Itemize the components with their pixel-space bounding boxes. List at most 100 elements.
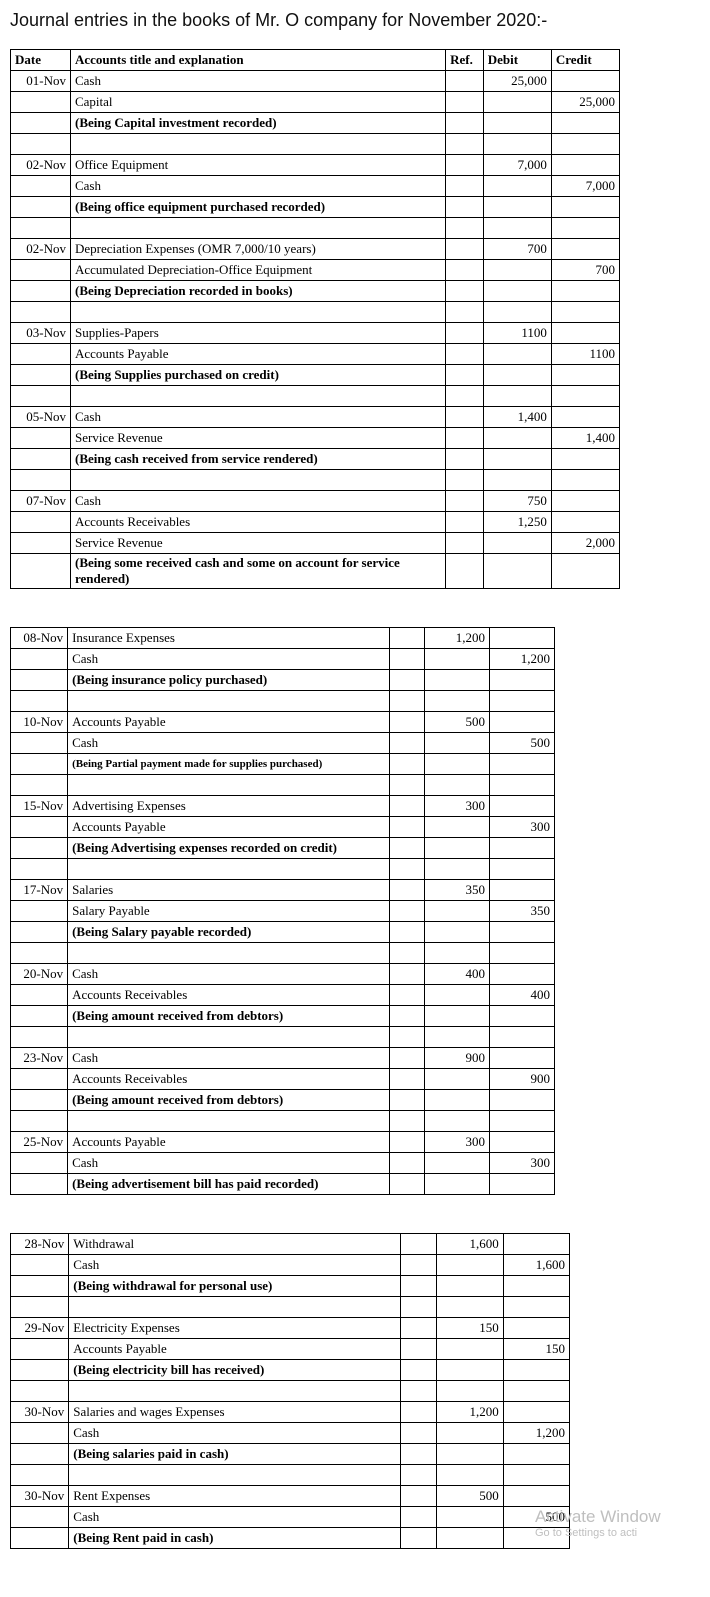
- cell-debit: [424, 649, 489, 670]
- cell-date: [11, 733, 68, 754]
- cell-debit: 700: [483, 239, 551, 260]
- cell-ref: [401, 1255, 437, 1276]
- cell-credit: 350: [489, 901, 554, 922]
- table-header-row: DateAccounts title and explanationRef.De…: [11, 50, 620, 71]
- cell-explanation: [70, 218, 445, 239]
- cell-credit: [489, 712, 554, 733]
- cell-debit: [483, 386, 551, 407]
- cell-date: [11, 218, 71, 239]
- cell-ref: [446, 554, 484, 589]
- cell-debit: [483, 554, 551, 589]
- cell-credit: [551, 113, 619, 134]
- cell-date: [11, 449, 71, 470]
- cell-credit: [503, 1444, 569, 1465]
- cell-explanation: (Being Advertising expenses recorded on …: [68, 838, 390, 859]
- cell-debit: [483, 134, 551, 155]
- cell-debit: [437, 1381, 503, 1402]
- cell-date: [11, 386, 71, 407]
- cell-ref: [446, 218, 484, 239]
- cell-date: [11, 670, 68, 691]
- cell-debit: [424, 1069, 489, 1090]
- cell-date: 02-Nov: [11, 155, 71, 176]
- cell-debit: [424, 691, 489, 712]
- cell-date: [11, 691, 68, 712]
- table-row: (Being Capital investment recorded): [11, 113, 620, 134]
- table-row: 15-NovAdvertising Expenses300: [11, 796, 555, 817]
- cell-credit: [489, 922, 554, 943]
- cell-explanation: Cash: [69, 1507, 401, 1528]
- cell-credit: 1,600: [503, 1255, 569, 1276]
- cell-credit: [489, 775, 554, 796]
- table-row: Salary Payable350: [11, 901, 555, 922]
- cell-credit: [503, 1528, 569, 1549]
- cell-date: [11, 817, 68, 838]
- cell-credit: [489, 628, 554, 649]
- cell-explanation: Electricity Expenses: [69, 1318, 401, 1339]
- cell-ref: [389, 691, 424, 712]
- cell-credit: [489, 1111, 554, 1132]
- table-row: 25-NovAccounts Payable300: [11, 1132, 555, 1153]
- cell-debit: [483, 218, 551, 239]
- cell-date: [11, 260, 71, 281]
- cell-credit: 900: [489, 1069, 554, 1090]
- cell-ref: [401, 1507, 437, 1528]
- cell-ref: [446, 113, 484, 134]
- cell-date: 25-Nov: [11, 1132, 68, 1153]
- cell-credit: 7,000: [551, 176, 619, 197]
- cell-credit: 300: [489, 817, 554, 838]
- cell-debit: 7,000: [483, 155, 551, 176]
- table-row: [11, 470, 620, 491]
- table-row: (Being Supplies purchased on credit): [11, 365, 620, 386]
- cell-credit: [551, 365, 619, 386]
- cell-debit: [424, 1090, 489, 1111]
- cell-debit: [437, 1423, 503, 1444]
- cell-ref: [389, 922, 424, 943]
- cell-explanation: Service Revenue: [70, 428, 445, 449]
- cell-ref: [401, 1423, 437, 1444]
- cell-debit: 1100: [483, 323, 551, 344]
- cell-ref: [389, 754, 424, 775]
- cell-explanation: Rent Expenses: [69, 1486, 401, 1507]
- cell-explanation: (Being some received cash and some on ac…: [70, 554, 445, 589]
- table-row: 07-NovCash750: [11, 491, 620, 512]
- cell-ref: [389, 1132, 424, 1153]
- cell-date: [11, 1444, 69, 1465]
- cell-ref: [446, 134, 484, 155]
- cell-date: 30-Nov: [11, 1486, 69, 1507]
- cell-date: 08-Nov: [11, 628, 68, 649]
- cell-credit: 500: [489, 733, 554, 754]
- table-row: (Being Depreciation recorded in books): [11, 281, 620, 302]
- cell-debit: [424, 922, 489, 943]
- cell-ref: [389, 1111, 424, 1132]
- cell-date: 02-Nov: [11, 239, 71, 260]
- table-row: 17-NovSalaries350: [11, 880, 555, 901]
- cell-debit: [483, 176, 551, 197]
- table-row: Accounts Payable300: [11, 817, 555, 838]
- cell-ref: [389, 985, 424, 1006]
- table-row: 05-NovCash1,400: [11, 407, 620, 428]
- cell-explanation: Supplies-Papers: [70, 323, 445, 344]
- cell-explanation: Insurance Expenses: [68, 628, 390, 649]
- cell-explanation: [70, 470, 445, 491]
- cell-ref: [389, 1090, 424, 1111]
- cell-credit: [489, 796, 554, 817]
- cell-explanation: Withdrawal: [69, 1234, 401, 1255]
- cell-ref: [389, 1048, 424, 1069]
- table-row: Cash1,200: [11, 649, 555, 670]
- cell-debit: [424, 901, 489, 922]
- cell-date: [11, 1297, 69, 1318]
- cell-explanation: (Being Depreciation recorded in books): [70, 281, 445, 302]
- table-row: (Being Salary payable recorded): [11, 922, 555, 943]
- cell-credit: [551, 323, 619, 344]
- cell-date: [11, 775, 68, 796]
- cell-debit: 900: [424, 1048, 489, 1069]
- table-row: [11, 1465, 570, 1486]
- cell-ref: [389, 859, 424, 880]
- cell-date: [11, 1423, 69, 1444]
- cell-debit: [424, 754, 489, 775]
- cell-ref: [446, 407, 484, 428]
- cell-ref: [401, 1381, 437, 1402]
- cell-ref: [389, 628, 424, 649]
- cell-credit: [489, 964, 554, 985]
- cell-debit: [483, 302, 551, 323]
